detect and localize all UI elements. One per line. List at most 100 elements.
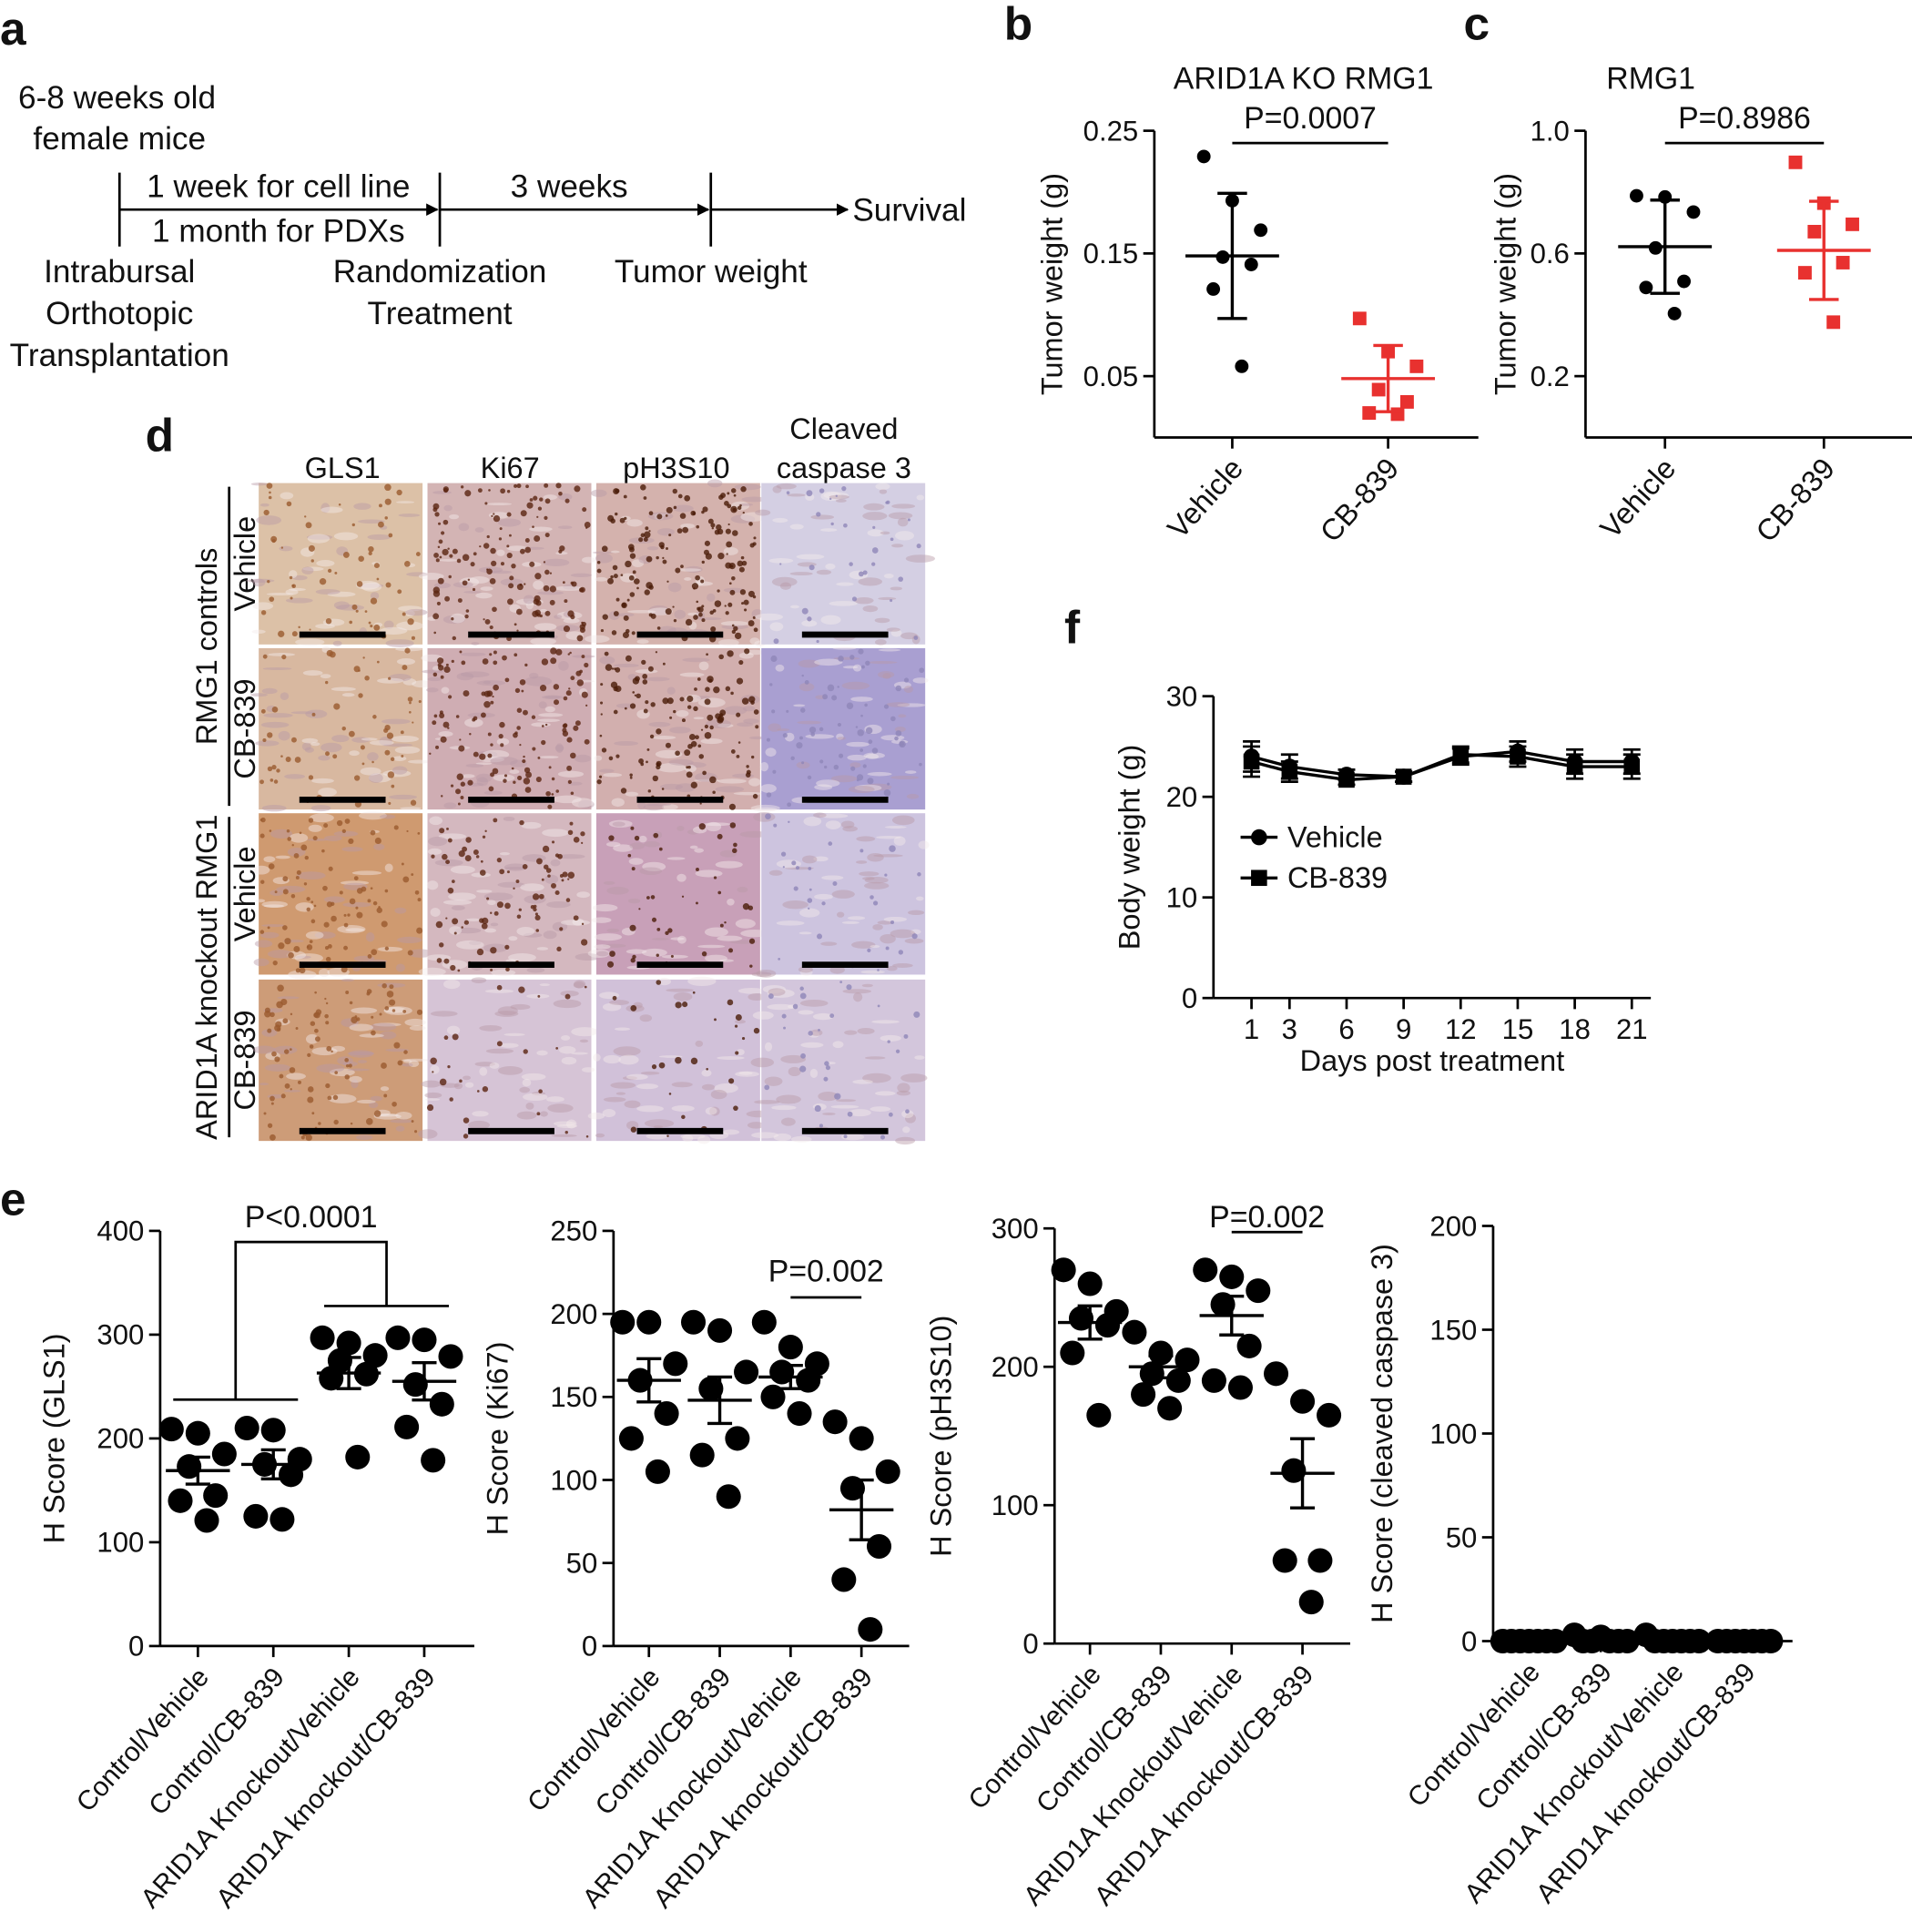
stain-dot [453, 931, 457, 935]
stain-dot [649, 734, 655, 739]
stain-dot [325, 956, 331, 962]
stain-dot [782, 733, 788, 738]
y-tick-label: 0 [1461, 1625, 1477, 1657]
stain-dot [887, 782, 890, 786]
tissue-texture [370, 1095, 382, 1102]
stain-dot [629, 703, 636, 709]
stain-dot [877, 969, 880, 971]
stain-dot [895, 685, 902, 692]
tissue-texture [398, 514, 421, 517]
stain-dot [859, 748, 864, 752]
tissue-texture [816, 569, 832, 575]
stain-dot [293, 946, 300, 952]
stain-dot [669, 716, 673, 719]
tissue-texture [380, 814, 396, 819]
tissue-texture [895, 531, 915, 541]
stain-dot [735, 1051, 739, 1055]
tissue-texture [622, 1075, 638, 1081]
stain-dot [855, 726, 859, 728]
tissue-texture [582, 556, 595, 564]
tissue-texture [914, 1055, 925, 1060]
tissue-texture [574, 754, 592, 763]
tissue-texture [704, 927, 728, 937]
stain-dot [310, 900, 314, 904]
stain-dot [443, 666, 451, 674]
tissue-texture [697, 697, 726, 708]
stain-dot [269, 491, 271, 494]
stain-dot [903, 677, 910, 683]
stain-dot [864, 703, 868, 707]
tissue-texture [400, 807, 422, 810]
stain-dot [447, 727, 450, 729]
stain-dot [656, 980, 662, 985]
tissue-texture [465, 918, 481, 922]
stain-dot [458, 850, 465, 858]
tissue-texture [715, 860, 743, 869]
tissue-texture [864, 877, 889, 884]
stain-dot [621, 602, 627, 609]
stain-dot [913, 1011, 920, 1018]
tissue-texture [904, 938, 924, 944]
stain-dot [710, 523, 716, 528]
stain-dot [786, 491, 790, 494]
tissue-texture [471, 977, 487, 983]
stain-dot [819, 727, 824, 732]
stain-dot [576, 679, 584, 686]
data-point [412, 1327, 437, 1353]
stain-dot [856, 778, 859, 782]
data-point [1338, 771, 1355, 788]
tissue-texture [544, 706, 555, 713]
stain-dot [681, 1114, 686, 1120]
stain-dot [737, 505, 742, 511]
tissue-texture [693, 717, 705, 720]
stain-dot [534, 914, 541, 921]
stain-dot [642, 679, 648, 685]
stain-dot [344, 819, 351, 824]
tissue-texture [547, 1103, 574, 1113]
stain-dot [707, 518, 714, 524]
stain-dot [288, 951, 294, 959]
stain-dot [436, 601, 441, 605]
data-point [438, 1344, 463, 1369]
stain-dot [638, 908, 641, 910]
stain-dot [632, 954, 636, 960]
stain-dot [304, 515, 307, 518]
tissue-texture [252, 1045, 276, 1054]
tissue-texture [333, 830, 359, 837]
stain-dot [819, 488, 825, 493]
tissue-texture [263, 856, 276, 863]
tissue-texture [396, 501, 415, 503]
tissue-texture [442, 900, 473, 905]
tissue-texture [561, 1056, 577, 1065]
stain-dot [372, 715, 377, 719]
stain-dot [872, 525, 876, 529]
stain-dot [533, 907, 537, 912]
data-point [1235, 359, 1249, 373]
stain-dot [266, 483, 273, 489]
stain-dot [697, 677, 701, 681]
tissue-texture [851, 941, 876, 949]
stain-dot [488, 786, 494, 792]
stain-dot [623, 615, 629, 621]
stain-dot [730, 564, 734, 568]
tissue-texture [680, 523, 696, 529]
stain-dot [370, 829, 376, 836]
stain-dot [298, 625, 300, 629]
stain-dot [724, 920, 727, 924]
stain-dot [499, 869, 505, 875]
stain-dot [263, 1112, 267, 1115]
stain-dot [816, 512, 821, 517]
stain-dot [370, 597, 378, 605]
tissue-texture [814, 658, 843, 666]
legend-label: CB-839 [1287, 861, 1388, 894]
stain-dot [850, 766, 856, 771]
stain-dot [267, 926, 270, 930]
tissue-texture [613, 844, 634, 852]
tissue-texture [614, 1027, 631, 1032]
y-tick-label: 200 [992, 1351, 1039, 1383]
tissue-texture [288, 970, 317, 980]
tissue-texture [596, 951, 609, 957]
stain-dot [408, 710, 412, 714]
y-tick-label: 150 [550, 1381, 597, 1413]
tissue-texture [302, 670, 323, 676]
